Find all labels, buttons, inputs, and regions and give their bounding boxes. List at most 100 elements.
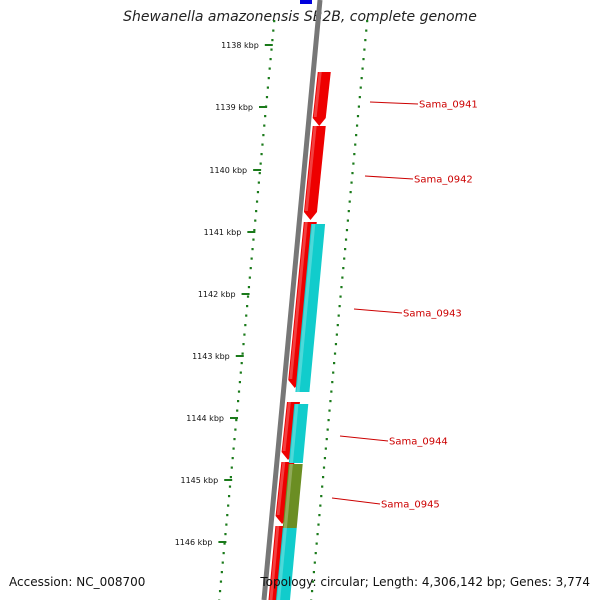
gc-dot [318, 514, 321, 517]
gc-dot [316, 533, 319, 536]
gc-dot [253, 229, 256, 232]
gc-dot [255, 210, 258, 213]
gc-dot [328, 409, 331, 412]
gc-dot [261, 143, 264, 146]
gc-dot [361, 67, 364, 70]
gc-dot [312, 571, 316, 574]
gene-leader-line [369, 101, 419, 105]
gc-dot [341, 276, 344, 279]
axis-ticks: 1138 kbp 1139 kbp 1140 kbp 1141 kbp 1142 kbp… [175, 41, 273, 547]
gc-dot [227, 504, 230, 507]
axis-tick-label: 1138 kbp [221, 41, 259, 50]
gc-dot [225, 523, 228, 526]
gc-dot [315, 542, 318, 545]
gc-dot [329, 400, 332, 403]
gc-dot [357, 105, 361, 108]
axis-tick-label: 1143 kbp [192, 352, 230, 361]
accession-text: Accession: NC_008700 [9, 575, 146, 589]
gc-dot [345, 229, 349, 232]
axis-tick-label: 1146 kbp [175, 538, 213, 547]
gc-dot [323, 457, 327, 460]
gc-dot [232, 447, 235, 450]
reverse-gene-0[interactable] [295, 224, 326, 392]
gc-dot [313, 561, 316, 564]
gc-dot [348, 200, 351, 203]
gc-dot [258, 172, 261, 175]
axis-tick-label: 1145 kbp [180, 476, 218, 485]
gc-dot [241, 352, 244, 355]
gc-dot [319, 504, 322, 507]
gc-dot [237, 390, 241, 393]
gene-label[interactable]: Sama_0944 [389, 437, 448, 448]
reverse-gene-2[interactable] [276, 528, 297, 600]
gc-dot [259, 162, 262, 165]
gc-track-left [218, 20, 276, 600]
gc-dot [218, 590, 222, 593]
gc-dot [269, 58, 272, 61]
gc-dot [326, 428, 329, 431]
gc-dot [227, 495, 231, 498]
gc-dot [254, 219, 257, 222]
gc-dot [266, 86, 269, 89]
gc-dot [320, 495, 323, 498]
gc-dot [331, 381, 334, 384]
gc-dot [311, 580, 315, 583]
gc-dot [240, 362, 243, 365]
gc-dot [219, 580, 223, 583]
gene-leader-line [353, 308, 403, 314]
gc-dot [251, 248, 254, 251]
reverse-gene-1[interactable] [288, 404, 309, 463]
gc-dot [263, 124, 266, 127]
gc-dot [270, 48, 273, 51]
gc-dot [229, 476, 232, 479]
gc-dot [238, 381, 242, 384]
gc-dot [352, 162, 355, 165]
axis-tick-label: 1144 kbp [186, 414, 224, 423]
gc-dot [228, 485, 232, 488]
gc-dot [324, 447, 327, 450]
gc-dot [231, 457, 234, 460]
gc-dot [244, 324, 247, 327]
gc-dot [344, 238, 348, 241]
gc-dot [245, 314, 248, 317]
features-layer [268, 72, 331, 600]
gc-dot [314, 552, 317, 555]
gc-dot [360, 77, 363, 80]
forward-gene-0[interactable] [312, 72, 331, 126]
gc-dot [242, 343, 245, 346]
gc-dot [249, 267, 252, 270]
gc-dot [247, 286, 251, 289]
blue-feature [300, 0, 312, 4]
gene-label[interactable]: Sama_0943 [403, 309, 462, 320]
gc-dot [349, 191, 352, 194]
gc-dot [230, 466, 233, 469]
gc-dot [321, 476, 325, 479]
gc-dot [265, 96, 269, 99]
gc-dot [250, 257, 253, 260]
gene-leader-line [331, 497, 381, 505]
gc-dot [355, 134, 358, 137]
gc-dot [339, 295, 342, 298]
gc-dot [268, 67, 271, 70]
map-title: Shewanella amazonensis SB2B, complete ge… [123, 9, 477, 25]
gc-dot [366, 20, 369, 23]
gene-label[interactable]: Sama_0942 [414, 175, 473, 186]
gc-dot [335, 333, 338, 336]
gc-dot [260, 153, 263, 156]
gene-labels: Sama_0941 Sama_0942 Sama_0943 Sama_0944 Sama… [331, 100, 478, 511]
gc-dot [332, 371, 335, 374]
gene-label[interactable]: Sama_0941 [419, 100, 478, 111]
gc-dot [338, 305, 341, 308]
gc-dot [252, 238, 255, 241]
axis-tick-label: 1139 kbp [215, 103, 253, 112]
olive-gene-0[interactable] [282, 464, 303, 528]
gc-dot [234, 428, 237, 431]
gene-label[interactable]: Sama_0945 [381, 500, 440, 511]
gc-dot [353, 153, 356, 156]
gene-leader-line [364, 175, 414, 180]
gc-track-right [310, 20, 369, 600]
forward-gene-1[interactable] [303, 126, 326, 220]
gc-dot [342, 267, 345, 270]
gc-dot [223, 542, 226, 545]
genome-summary: Topology: circular; Length: 4,306,142 bp… [260, 575, 590, 589]
